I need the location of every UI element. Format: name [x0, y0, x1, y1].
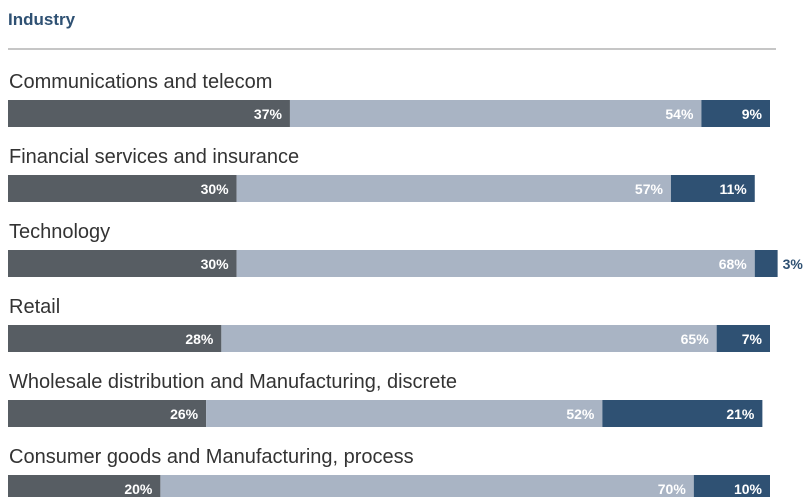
bar-third-segment [670, 175, 755, 202]
bar-first-segment [8, 325, 222, 352]
data-label: 10% [734, 481, 763, 497]
chart-rows: Communications and telecom 37% 54% 9% Financ… [8, 71, 803, 497]
bar-first-segment [8, 475, 161, 497]
bar-second-segment [160, 475, 694, 497]
data-label: 30% [201, 181, 230, 197]
category-label: Financial services and insurance [9, 146, 299, 168]
chart-title: Industry [8, 10, 76, 29]
data-label: 52% [566, 406, 595, 422]
data-label: 65% [681, 331, 710, 347]
bar-second-segment [236, 175, 671, 202]
bar-row: Wholesale distribution and Manufacturing… [8, 371, 763, 427]
category-label: Technology [9, 221, 110, 243]
bar-row: Financial services and insurance 30% 57% 11… [8, 146, 755, 202]
data-label: 3% [783, 256, 803, 272]
data-label: 28% [185, 331, 214, 347]
data-label: 9% [742, 106, 763, 122]
data-label: 21% [726, 406, 755, 422]
bar-second-segment [206, 400, 603, 427]
data-label: 11% [720, 181, 748, 197]
bar-second-segment [289, 100, 702, 127]
bar-first-segment [8, 100, 290, 127]
bar-first-segment [8, 175, 237, 202]
bar-third-segment [716, 325, 770, 352]
data-label: 26% [170, 406, 199, 422]
category-label: Retail [9, 296, 60, 318]
bar-row: Technology 30% 68% 3% [8, 221, 803, 277]
data-label: 68% [719, 256, 748, 272]
data-label: 70% [658, 481, 687, 497]
bar-third-segment [602, 400, 763, 427]
category-label: Consumer goods and Manufacturing, proces… [9, 446, 414, 468]
bar-third-segment [701, 100, 770, 127]
bar-first-segment [8, 400, 207, 427]
bar-third-segment [754, 250, 778, 277]
data-label: 30% [201, 256, 230, 272]
bar-second-segment [221, 325, 717, 352]
bar-second-segment [236, 250, 755, 277]
bar-row: Communications and telecom 37% 54% 9% [8, 71, 770, 127]
bar-row: Retail 28% 65% 7% [8, 296, 770, 352]
bar-row: Consumer goods and Manufacturing, proces… [8, 446, 770, 497]
bar-third-segment [693, 475, 770, 497]
data-label: 20% [124, 481, 153, 497]
category-label: Wholesale distribution and Manufacturing… [9, 371, 457, 393]
data-label: 7% [742, 331, 763, 347]
category-label: Communications and telecom [9, 71, 272, 93]
data-label: 54% [665, 106, 694, 122]
bar-first-segment [8, 250, 237, 277]
data-label: 57% [635, 181, 664, 197]
data-label: 37% [254, 106, 283, 122]
